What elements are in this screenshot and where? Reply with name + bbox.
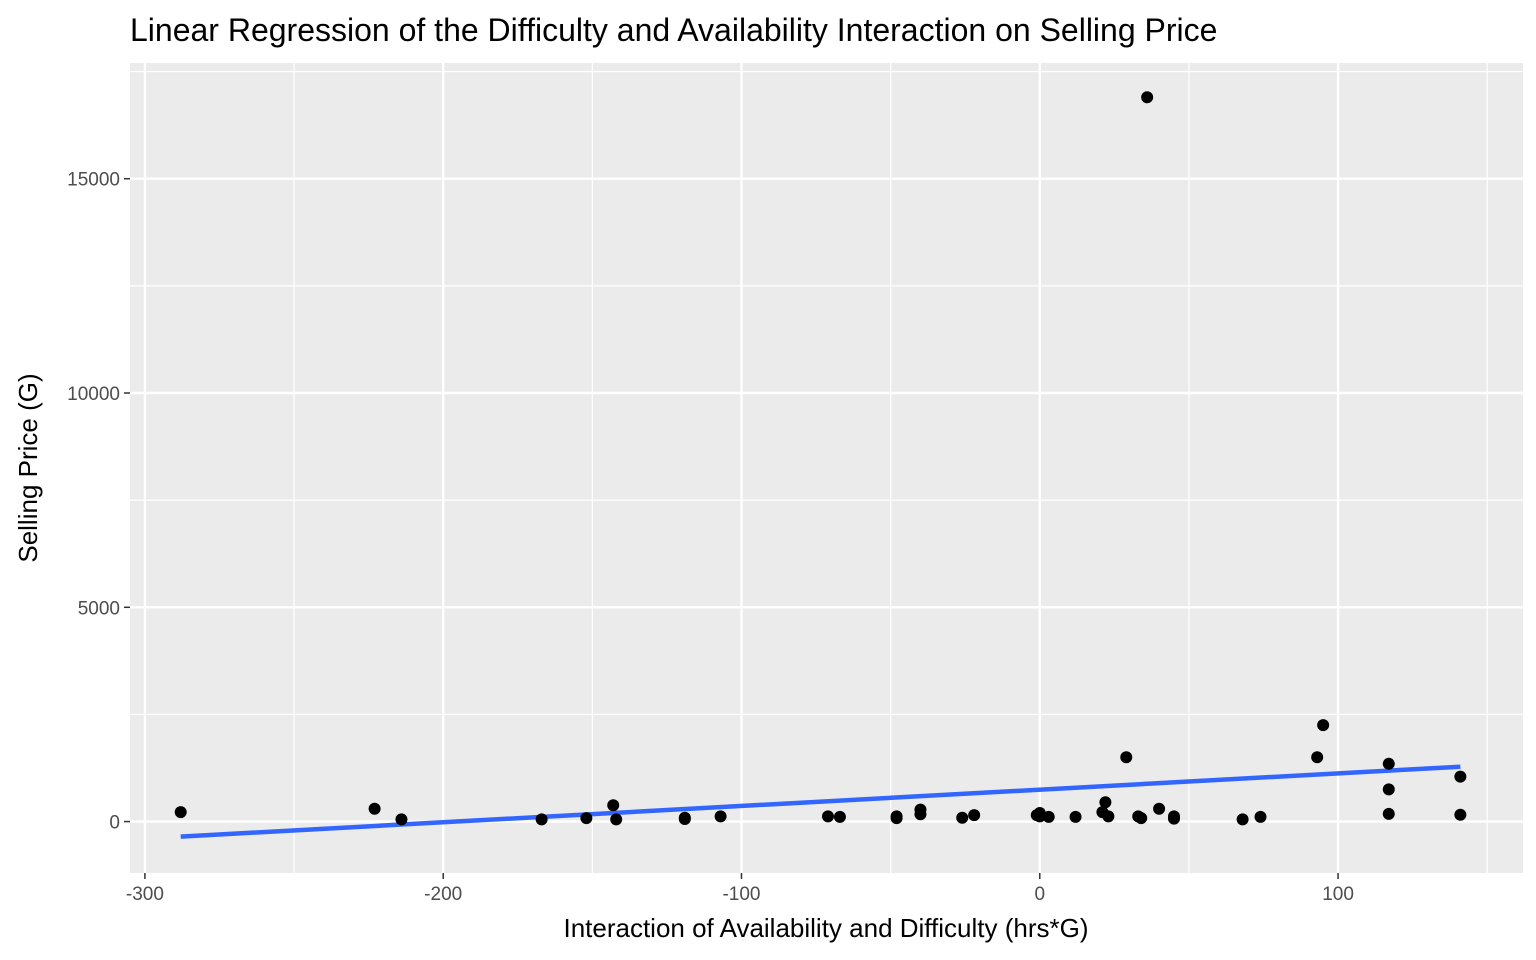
data-point <box>1317 719 1330 732</box>
data-point <box>1254 810 1267 823</box>
data-point <box>610 813 623 826</box>
data-point <box>607 799 620 812</box>
data-point <box>956 811 969 824</box>
x-tick-label: -200 <box>424 884 462 905</box>
regression-line-group <box>180 764 1461 839</box>
data-point <box>580 812 593 825</box>
y-axis-title: Selling Price (G) <box>13 373 43 562</box>
data-point <box>678 811 691 824</box>
data-point <box>395 813 408 826</box>
y-tick-label: 5000 <box>78 598 120 619</box>
data-point <box>1153 802 1166 815</box>
data-point <box>535 813 548 826</box>
x-axis: -300 -200 -100 0 100 <box>126 873 1354 905</box>
data-point <box>1102 810 1115 823</box>
x-tick-label: 100 <box>1322 884 1354 905</box>
y-tick-label: 15000 <box>67 170 120 191</box>
data-point <box>914 803 927 816</box>
x-axis-title: Interaction of Availability and Difficul… <box>563 913 1088 943</box>
data-point <box>1099 796 1112 809</box>
x-tick-label: 0 <box>1034 884 1045 905</box>
data-point <box>968 809 981 822</box>
data-point <box>1069 810 1082 823</box>
data-point <box>1382 807 1395 820</box>
data-point <box>1382 757 1395 770</box>
y-axis: 0 5000 10000 15000 <box>67 170 130 834</box>
data-point <box>1168 812 1181 825</box>
data-point <box>1033 810 1046 823</box>
regression-line <box>180 764 1461 839</box>
chart-title: Linear Regression of the Difficulty and … <box>130 12 1217 48</box>
data-point <box>174 806 187 819</box>
data-point <box>1042 810 1055 823</box>
major-gridlines <box>130 63 1523 873</box>
y-tick-label: 0 <box>109 813 120 834</box>
data-point <box>1120 751 1133 764</box>
x-tick-label: -100 <box>722 884 760 905</box>
data-point <box>368 802 381 815</box>
data-point <box>1141 91 1154 104</box>
data-point <box>1236 813 1249 826</box>
data-point <box>890 810 903 823</box>
data-point <box>1454 808 1467 821</box>
minor-gridlines <box>130 63 1523 873</box>
data-point <box>1382 783 1395 796</box>
data-point <box>1311 751 1324 764</box>
data-point <box>1135 812 1148 825</box>
data-point <box>833 810 846 823</box>
data-point <box>821 810 834 823</box>
plot-panel <box>130 63 1523 873</box>
x-tick-label: -300 <box>126 884 164 905</box>
data-points <box>174 91 1467 826</box>
data-point <box>1454 770 1467 783</box>
data-point <box>714 810 727 823</box>
y-tick-label: 10000 <box>67 384 120 405</box>
